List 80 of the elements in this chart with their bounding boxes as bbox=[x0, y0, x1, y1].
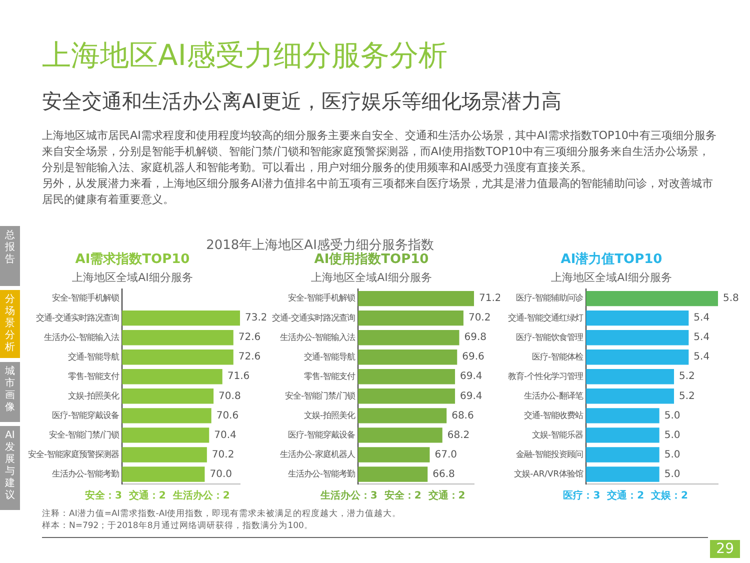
data-label: 70.2 bbox=[212, 449, 234, 460]
y-tick-label: 安全-智能门禁/门锁 bbox=[285, 390, 356, 400]
y-tick-label: 医疗-智能体检 bbox=[532, 351, 584, 362]
text: 2018年上海地区AI感受力细分服务指数 bbox=[205, 237, 435, 253]
y-tick-label: 文娱-拍照美化 bbox=[68, 390, 120, 400]
data-label: 70.2 bbox=[468, 312, 491, 324]
y-tick-label: 医疗-智能辅助问诊 bbox=[516, 292, 584, 303]
text: 安全交通和生活办公离AI更近，医疗娱乐等细化场景潜力高 bbox=[42, 88, 562, 115]
y-tick-label: 交通-智能交通红绿灯 bbox=[508, 312, 584, 322]
data-label: 70.8 bbox=[218, 390, 241, 402]
y-tick-label: 医疗-智能穿戴设备 bbox=[52, 410, 120, 420]
text: AI发展与建议 bbox=[4, 430, 16, 502]
y-tick-label: 交通-交通实时路况查询 bbox=[36, 312, 120, 322]
data-label: 66.8 bbox=[432, 468, 455, 480]
text: 分场景分析 bbox=[4, 294, 16, 354]
y-tick-label: 文娱-AR/VR体验馆 bbox=[514, 468, 584, 478]
data-label: 69.4 bbox=[460, 371, 482, 382]
data-label: 71.6 bbox=[227, 371, 250, 382]
text: 另外，从发展潜力来看，上海地区细分服务AI潜力值排名中前五项有三项都来自医疗场景，尤其是潜力值最高的智能辅助问诊，对改善城市居民的健康有着重要意义。 bbox=[42, 176, 714, 208]
data-label: 5.4 bbox=[694, 312, 710, 324]
data-label: 73.2 bbox=[245, 312, 268, 324]
y-tick-label: 生活办公-智能考勤 bbox=[288, 468, 356, 478]
chart-subtitle: 上海地区全域AI细分服务 bbox=[72, 271, 193, 284]
data-label: 5.2 bbox=[679, 390, 695, 402]
text: 样本：N=792；于2018年8月通过网络调研获得，指数满分为100。 bbox=[42, 520, 313, 532]
data-label: 68.6 bbox=[452, 410, 474, 422]
data-label: 70.4 bbox=[214, 430, 236, 441]
y-tick-label: 安全-智能手机解锁 bbox=[288, 292, 356, 303]
y-tick-label: 生活办公-家庭机器人 bbox=[280, 448, 356, 459]
y-tick-label: 生活办公-智能输入法 bbox=[280, 332, 356, 342]
chart-subtitle: 上海地区全域AI细分服务 bbox=[551, 271, 672, 284]
y-tick-label: 零售-智能支付 bbox=[68, 370, 120, 381]
text: 注释：AI潜力值=AI需求指数-AI使用指数，即现有需求未被满足的程度越大，潜力值越大。 bbox=[42, 508, 402, 520]
y-tick-label: 教育-个性化学习管理 bbox=[508, 370, 584, 381]
data-label: 5.4 bbox=[694, 352, 710, 363]
data-label: 5.0 bbox=[664, 410, 680, 422]
text: 29 bbox=[710, 540, 740, 558]
data-label: 5.4 bbox=[694, 332, 710, 344]
data-label: 67.0 bbox=[434, 449, 457, 460]
data-label: 69.6 bbox=[462, 352, 484, 363]
data-label: 5.8 bbox=[723, 293, 739, 304]
y-tick-label: 安全-智能手机解锁 bbox=[52, 292, 120, 303]
y-tick-label: 安全-智能门禁/门锁 bbox=[49, 429, 120, 440]
y-tick-label: 安全-智能家庭预警探测器 bbox=[28, 448, 120, 459]
y-tick-label: 生活办公-智能考勤 bbox=[52, 468, 120, 478]
chart-title: AI潜力值TOP10 bbox=[560, 252, 662, 268]
y-tick-label: 医疗-智能饮食管理 bbox=[516, 332, 584, 342]
y-tick-label: 交通-交通实时路况查询 bbox=[272, 312, 356, 322]
data-label: 71.2 bbox=[479, 293, 502, 304]
text: 上海地区城市居民AI需求程度和使用程度均较高的细分服务主要来自安全、交通和生活办公场景，其中AI需求指数TOP10中有三项细分服务来自安全场景，分别是智能手机解锁、智能门禁/门锁和智能家庭预警探测器，而AI使用指数TOP10中有三项细分服务来自生活办公场景，分别是智能输入法、家庭机器人和智能考勤。可以看出，用户对细分服务的使用频率和AI感受力强度有直接关系。 bbox=[42, 128, 718, 176]
data-label: 72.6 bbox=[238, 332, 261, 344]
data-label: 5.0 bbox=[664, 449, 680, 460]
data-label: 5.0 bbox=[664, 468, 680, 480]
y-tick-label: 生活办公-智能输入法 bbox=[44, 332, 120, 342]
chart-subtitle: 上海地区全域AI细分服务 bbox=[311, 271, 432, 284]
data-label: 5.2 bbox=[679, 371, 695, 382]
text: 安全：3 交通：2 生活办公：2 bbox=[85, 490, 230, 502]
y-tick-label: 交通-智能导航 bbox=[304, 351, 356, 362]
text: 生活办公：3 安全：2 交通：2 bbox=[319, 490, 466, 502]
text: 医疗：3 交通：2 文娱：2 bbox=[563, 490, 688, 502]
y-tick-label: 文娱-智能乐器 bbox=[532, 429, 584, 440]
text: 城市画像 bbox=[4, 366, 16, 414]
text: 总报告 bbox=[4, 230, 16, 266]
y-tick-label: 文娱-拍照美化 bbox=[304, 410, 356, 420]
text: 上海地区AI感受力细分服务分析 bbox=[42, 37, 448, 74]
data-label: 72.6 bbox=[238, 352, 261, 363]
y-tick-label: 交通-智能收费站 bbox=[524, 410, 584, 420]
y-tick-label: 金融-智能投资顾问 bbox=[516, 448, 584, 459]
y-tick-label: 医疗-智能穿戴设备 bbox=[288, 429, 356, 440]
y-tick-label: 零售-智能支付 bbox=[304, 370, 356, 381]
data-label: 5.0 bbox=[664, 430, 680, 441]
data-label: 70.6 bbox=[216, 410, 239, 422]
y-tick-label: 交通-智能导航 bbox=[68, 351, 120, 362]
data-label: 69.8 bbox=[464, 332, 487, 344]
data-label: 68.2 bbox=[447, 430, 470, 441]
chart-title: AI使用指数TOP10 bbox=[314, 252, 429, 268]
data-label: 69.4 bbox=[460, 390, 482, 402]
y-tick-label: 生活办公-翻译笔 bbox=[524, 390, 584, 400]
chart-title: AI需求指数TOP10 bbox=[75, 251, 190, 268]
data-label: 70.0 bbox=[210, 468, 232, 480]
